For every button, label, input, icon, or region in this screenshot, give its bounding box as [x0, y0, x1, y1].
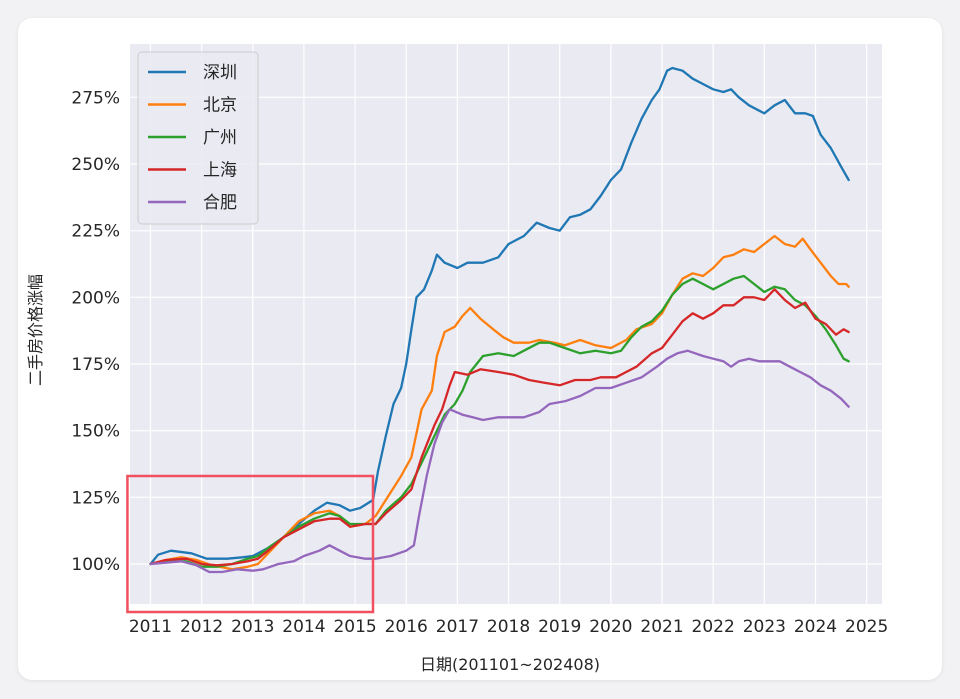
x-tick-label: 2012 — [180, 617, 223, 637]
y-tick-label: 275% — [71, 88, 120, 108]
series-line-上海 — [149, 288, 850, 567]
x-tick-label: 2024 — [794, 617, 837, 637]
series-lines — [149, 66, 850, 574]
tick-labels: 2011 2012 2013 2014 2015 2016 2017 2018 2019 2020… — [71, 88, 888, 637]
highlight-box — [126, 474, 375, 614]
x-tick-label: 2023 — [743, 617, 786, 637]
legend-label: 深圳 — [203, 63, 237, 83]
legend-label: 广州 — [203, 128, 237, 148]
series-line-合肥 — [149, 349, 850, 574]
y-tick-label: 175% — [71, 355, 120, 375]
x-tick-label: 2022 — [692, 617, 735, 637]
x-tick-label: 2015 — [333, 617, 376, 637]
y-tick-label: 150% — [71, 422, 120, 442]
x-tick-label: 2019 — [538, 617, 581, 637]
x-tick-label: 2017 — [436, 617, 479, 637]
x-tick-label: 2014 — [282, 617, 325, 637]
legend-label: 合肥 — [203, 193, 237, 213]
x-tick-label: 2018 — [487, 617, 530, 637]
y-axis-label: 二手房价格涨幅 — [26, 274, 45, 386]
y-tick-label: 250% — [71, 155, 120, 175]
x-axis-label: 日期(201101~202408) — [420, 655, 600, 674]
x-tick-label: 2021 — [640, 617, 683, 637]
legend-box — [137, 51, 259, 225]
y-tick-label: 225% — [71, 222, 120, 242]
x-tick-label: 2020 — [589, 617, 632, 637]
x-tick-label: 2025 — [845, 617, 888, 637]
x-tick-label: 2013 — [231, 617, 274, 637]
series-line-深圳 — [149, 66, 850, 566]
y-tick-label: 200% — [71, 288, 120, 308]
series-line-广州 — [149, 274, 850, 568]
x-tick-label: 2011 — [129, 617, 172, 637]
series-line-北京 — [149, 234, 850, 571]
x-tick-label: 2016 — [385, 617, 428, 637]
y-tick-label: 100% — [71, 555, 120, 575]
y-tick-label: 125% — [71, 488, 120, 508]
legend-label: 北京 — [203, 96, 237, 116]
legend-label: 上海 — [203, 161, 237, 181]
